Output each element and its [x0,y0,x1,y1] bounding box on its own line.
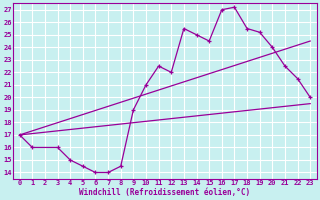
X-axis label: Windchill (Refroidissement éolien,°C): Windchill (Refroidissement éolien,°C) [79,188,251,197]
